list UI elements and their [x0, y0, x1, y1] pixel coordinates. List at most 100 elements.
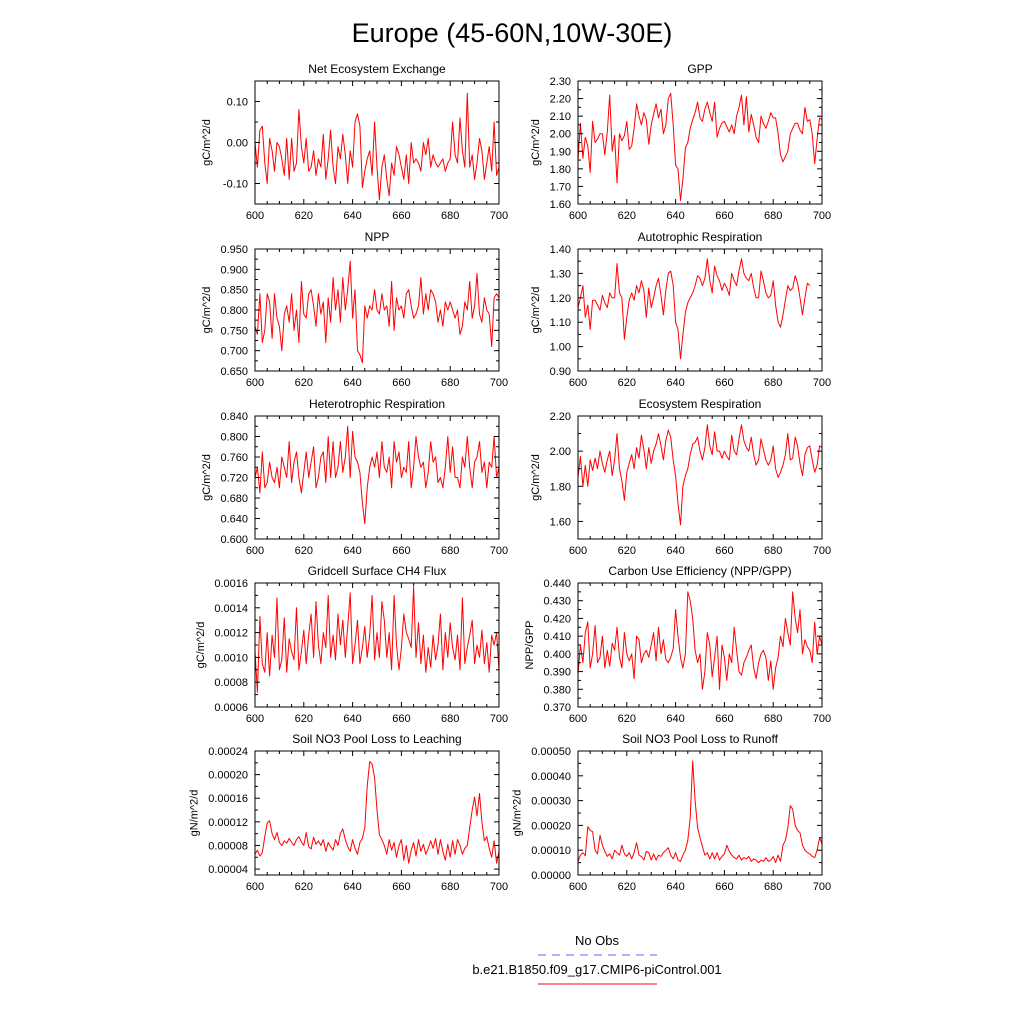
y-tick-label: 0.00020	[531, 820, 571, 832]
x-tick-label: 600	[569, 210, 587, 222]
x-tick-label: 620	[295, 713, 313, 725]
y-tick-label: 0.0014	[214, 603, 248, 615]
y-tick-label: 0.420	[543, 613, 571, 625]
plot-frame	[577, 582, 823, 708]
x-tick-label: 640	[666, 377, 684, 389]
x-tick-label: 700	[490, 881, 508, 893]
panel-title: Soil NO3 Pool Loss to Leaching	[292, 732, 461, 746]
y-tick-label: 0.600	[220, 534, 248, 546]
x-tick-label: 700	[813, 713, 831, 725]
panel-grid: 600 620 640 660 680 700 -0.10 0.00 0.10 Net Ecosy…	[189, 62, 832, 893]
x-tick-label: 660	[715, 545, 733, 557]
x-tick-label: 640	[343, 210, 361, 222]
x-tick-label: 640	[666, 881, 684, 893]
panel-title: Gridcell Surface CH4 Flux	[308, 564, 447, 578]
y-tick-label: 0.380	[543, 684, 571, 696]
x-tick-label: 620	[295, 210, 313, 222]
x-tick-label: 600	[569, 713, 587, 725]
x-tick-label: 700	[490, 377, 508, 389]
y-tick-label: 1.80	[550, 164, 571, 176]
panel-carbon-use-efficiency-npp-gpp: 600 620 640 660 680 700 0.370 0.380 0.390 0.400 0.…	[524, 564, 831, 725]
x-tick-label: 640	[343, 881, 361, 893]
y-tick-label: 0.00012	[208, 817, 248, 829]
x-tick-label: 680	[764, 545, 782, 557]
x-tick-label: 600	[569, 545, 587, 557]
y-tick-label: 2.30	[550, 76, 571, 88]
y-tick-label: 0.10	[227, 97, 248, 109]
y-tick-label: 1.80	[550, 481, 571, 493]
y-tick-label: 0.00040	[531, 771, 571, 783]
x-tick-label: 600	[246, 713, 264, 725]
series-line	[254, 761, 500, 864]
panel-npp: 600 620 640 660 680 700 0.650 0.700 0.750 0.800 0.…	[201, 230, 508, 389]
y-tick-label: 0.00	[227, 138, 248, 150]
series-line	[577, 424, 823, 526]
x-tick-label: 700	[813, 210, 831, 222]
y-tick-label: 0.900	[220, 264, 248, 276]
y-tick-label: 0.950	[220, 244, 248, 256]
panel-gpp: 600 620 640 660 680 700 1.60 1.70 1.80 1.90 2.00 2.…	[530, 62, 831, 222]
y-tick-label: 0.440	[543, 578, 571, 590]
y-axis-label: gN/m^2/d	[512, 790, 524, 837]
x-tick-label: 600	[569, 377, 587, 389]
panel-net-ecosystem-exchange: 600 620 640 660 680 700 -0.10 0.00 0.10 Net Ecosy…	[201, 62, 508, 222]
panel-title: NPP	[365, 230, 390, 244]
y-axis-label: gC/m^2/d	[201, 454, 213, 501]
y-axis-label: gC/m^2/d	[201, 119, 213, 166]
y-axis-label: gC/m^2/d	[530, 454, 542, 501]
x-tick-label: 680	[764, 881, 782, 893]
y-tick-label: 0.0012	[214, 628, 248, 640]
y-tick-label: 0.850	[220, 285, 248, 297]
figure-title: Europe (45-60N,10W-30E)	[352, 18, 673, 48]
y-tick-label: 0.640	[220, 514, 248, 526]
x-tick-label: 700	[813, 545, 831, 557]
x-tick-label: 640	[666, 210, 684, 222]
y-tick-label: 0.700	[220, 346, 248, 358]
y-axis-label: gC/m^2/d	[530, 287, 542, 334]
plot-frame	[577, 415, 823, 540]
y-tick-label: 0.90	[550, 366, 571, 378]
y-tick-label: 1.00	[550, 342, 571, 354]
panel-ecosystem-respiration: 600 620 640 660 680 700 1.60 1.80 2.00 2.20 Ecosys…	[530, 397, 831, 557]
y-tick-label: 0.0016	[214, 578, 248, 590]
y-tick-label: 1.40	[550, 244, 571, 256]
x-tick-label: 700	[490, 713, 508, 725]
series-line	[254, 586, 500, 693]
y-tick-label: 0.720	[220, 473, 248, 485]
x-tick-label: 620	[295, 545, 313, 557]
y-axis-label: NPP/GPP	[524, 621, 536, 670]
y-tick-label: 2.00	[550, 129, 571, 141]
x-tick-label: 700	[490, 545, 508, 557]
x-tick-label: 640	[666, 713, 684, 725]
y-tick-label: 0.760	[220, 452, 248, 464]
y-tick-label: 0.750	[220, 325, 248, 337]
panel-title: Heterotrophic Respiration	[309, 397, 445, 411]
x-tick-label: 660	[392, 377, 410, 389]
plot-frame	[577, 750, 823, 876]
y-tick-label: 0.00010	[531, 845, 571, 857]
y-tick-label: 1.60	[550, 199, 571, 211]
legend-model-label: b.e21.B1850.f09_g17.CMIP6-piControl.001	[472, 962, 721, 977]
y-tick-label: 0.400	[543, 649, 571, 661]
legend: No Obs b.e21.B1850.f09_g17.CMIP6-piContr…	[472, 933, 722, 985]
y-tick-label: 1.60	[550, 516, 571, 528]
panel-title: Carbon Use Efficiency (NPP/GPP)	[608, 564, 791, 578]
panel-heterotrophic-respiration: 600 620 640 660 680 700 0.600 0.640 0.680 0.720 0.…	[201, 397, 508, 557]
x-tick-label: 700	[490, 210, 508, 222]
panel-title: GPP	[687, 62, 712, 76]
x-tick-label: 700	[813, 881, 831, 893]
x-tick-label: 660	[715, 713, 733, 725]
panel-soil-no3-pool-loss-to-runoff: 600 620 640 660 680 700 0.00000 0.00010 0.00020 0…	[512, 732, 832, 893]
series-line	[577, 92, 823, 201]
x-tick-label: 620	[618, 377, 636, 389]
y-tick-label: 0.650	[220, 366, 248, 378]
x-tick-label: 600	[246, 377, 264, 389]
x-tick-label: 620	[618, 545, 636, 557]
x-tick-label: 680	[764, 210, 782, 222]
x-tick-label: 680	[441, 545, 459, 557]
y-tick-label: 0.00016	[208, 793, 248, 805]
y-tick-label: 0.00000	[531, 870, 571, 882]
y-tick-label: 0.00004	[208, 864, 248, 876]
y-tick-label: 2.20	[550, 94, 571, 106]
